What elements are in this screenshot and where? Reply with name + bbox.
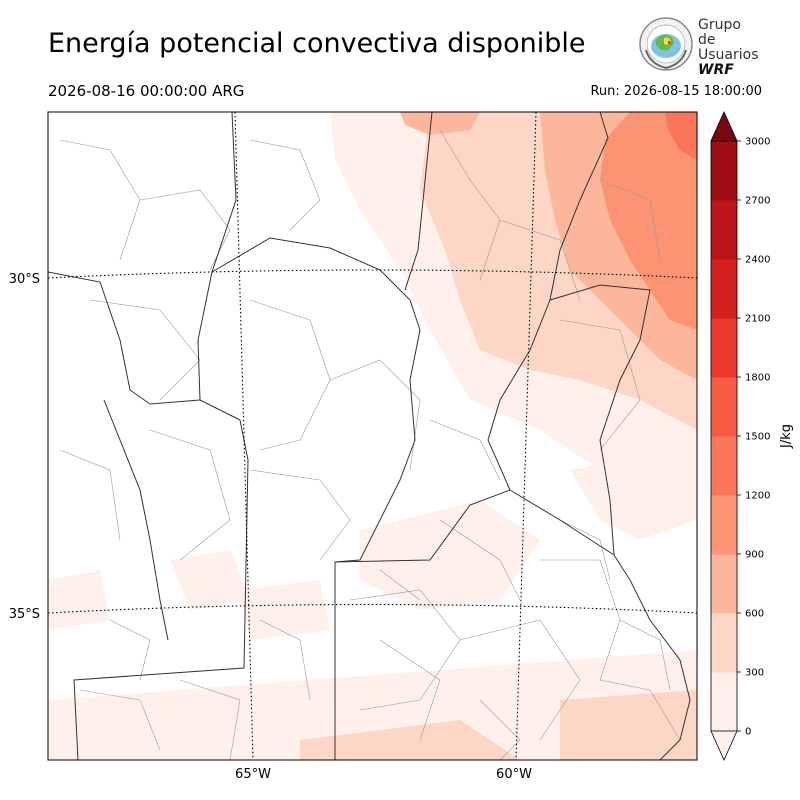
map-frame bbox=[47, 111, 698, 761]
department-borders bbox=[59, 129, 681, 760]
colorbar-tick-label: 900 bbox=[745, 550, 764, 561]
lon-label-60w: 60°W bbox=[496, 767, 532, 782]
colorbar-tick-label: 600 bbox=[745, 609, 764, 620]
valid-time: 2026-08-16 00:00:00 ARG bbox=[48, 82, 245, 100]
colorbar-unit-label: J/kg bbox=[779, 424, 794, 449]
colorbar-tick-label: 2100 bbox=[745, 314, 770, 325]
coastline bbox=[613, 554, 691, 760]
colorbar-segment bbox=[711, 200, 737, 260]
wrf-logo: Grupo de Usuarios WRF bbox=[638, 16, 759, 78]
graticule bbox=[48, 112, 697, 760]
province-borders bbox=[48, 112, 651, 760]
colorbar-segment bbox=[711, 436, 737, 496]
colorbar-tick-label: 1800 bbox=[745, 373, 770, 384]
lat-label-30s: 30°S bbox=[9, 272, 40, 287]
logo-line-2: Usuarios bbox=[698, 47, 759, 63]
logo-line-3: WRF bbox=[698, 62, 734, 78]
colorbar-max-extend bbox=[710, 111, 738, 142]
map-title: Energía potencial convectiva disponible bbox=[48, 28, 586, 59]
cape-shading bbox=[48, 112, 697, 760]
colorbar-tick-label: 300 bbox=[745, 668, 764, 679]
lat-label-35s: 35°S bbox=[9, 607, 40, 622]
colorbar-tick-label: 2400 bbox=[745, 255, 770, 266]
globe-icon bbox=[639, 17, 693, 71]
colorbar-segment bbox=[711, 495, 737, 555]
colorbar-segment bbox=[711, 554, 737, 614]
map-panel bbox=[48, 112, 697, 760]
colorbar-segment bbox=[711, 141, 737, 201]
colorbar-segment bbox=[711, 318, 737, 378]
colorbar-segment bbox=[711, 672, 737, 732]
colorbar-segment bbox=[711, 613, 737, 673]
lon-label-65w: 65°W bbox=[235, 767, 271, 782]
colorbar-tick-label: 1200 bbox=[745, 491, 770, 502]
colorbar-min-extend bbox=[710, 730, 738, 761]
logo-line-1: Grupo de bbox=[698, 17, 741, 48]
colorbar-tick-label: 0 bbox=[745, 727, 751, 738]
colorbar-segment bbox=[711, 377, 737, 437]
colorbar-tick-label: 1500 bbox=[745, 432, 770, 443]
colorbar-tick-label: 3000 bbox=[745, 137, 770, 148]
colorbar: 0 300 600 900 1200 1500 1800 2100 2400 2700 3000 bbox=[710, 111, 770, 761]
run-time: Run: 2026-08-15 18:00:00 bbox=[590, 84, 762, 99]
colorbar-tick-label: 2700 bbox=[745, 196, 770, 207]
colorbar-segment bbox=[711, 259, 737, 319]
